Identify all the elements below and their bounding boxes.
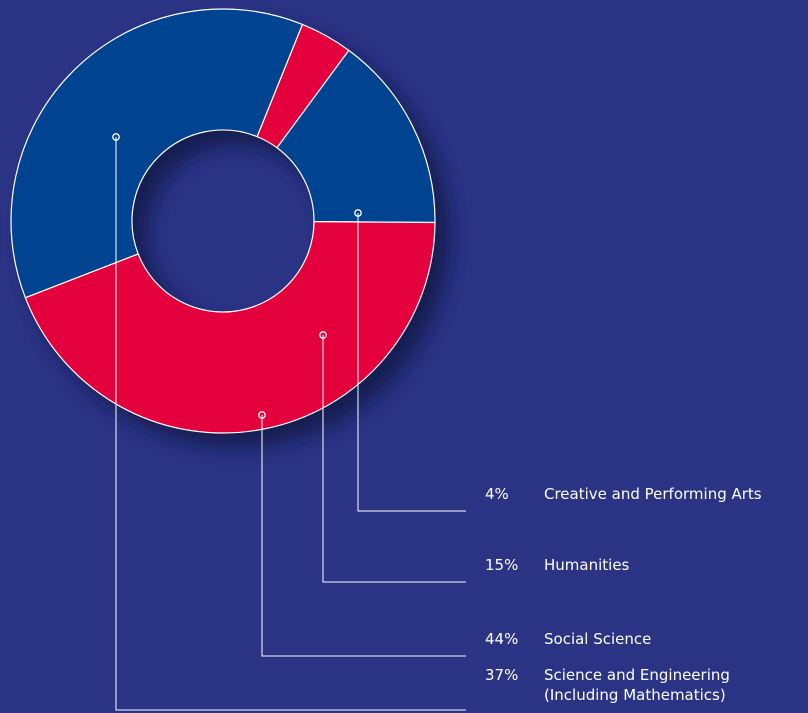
leader-lines (112, 133, 466, 711)
legend-label-4-line-1: Science and Engineering (544, 666, 730, 684)
leader-line-4 (115, 137, 466, 711)
donut-slice-4 (10, 8, 304, 299)
legend-percent-1: 4% (485, 485, 509, 503)
leader-line-1 (357, 213, 466, 512)
leader-dot-1 (354, 209, 362, 217)
legend-label-2: Humanities (544, 556, 630, 574)
leader-dot-2 (319, 331, 327, 339)
legend: 4% Creative and Performing Arts 15% Humanit… (485, 485, 762, 704)
legend-label-3: Social Science (544, 630, 651, 648)
donut-slice-3 (24, 221, 436, 434)
legend-percent-4: 37% (485, 666, 518, 684)
legend-label-1: Creative and Performing Arts (544, 485, 762, 503)
donut-slice-2 (276, 49, 436, 224)
leader-line-2 (322, 335, 466, 583)
legend-percent-3: 44% (485, 630, 518, 648)
leader-dot-4 (112, 133, 120, 141)
donut-slices (10, 8, 436, 434)
leader-dot-3 (258, 411, 266, 419)
leader-line-3 (261, 415, 466, 657)
legend-label-4-line-2: (Including Mathematics) (544, 686, 726, 704)
legend-percent-2: 15% (485, 556, 518, 574)
